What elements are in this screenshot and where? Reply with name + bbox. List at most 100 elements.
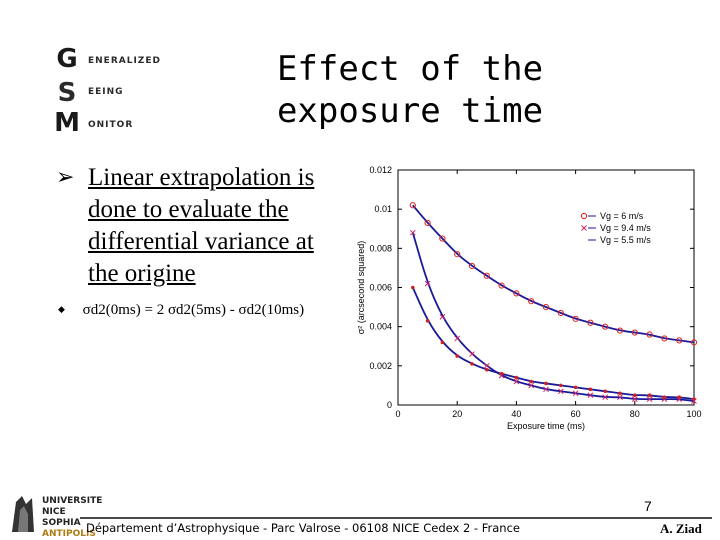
legend-label: Vg = 6 m/s (600, 211, 644, 221)
gsm-letter-m: M (54, 108, 80, 138)
legend-label: Vg = 9.4 m/s (600, 223, 651, 233)
gsm-letter-g: G (56, 44, 78, 74)
data-point-circle (690, 339, 698, 346)
data-point-circle (454, 251, 461, 258)
data-point-dot (470, 362, 474, 366)
chart-svg: 0 0.002 0.004 0.006 0.008 0.01 0.012 0 20 40 60 80 1… (356, 165, 702, 431)
data-point-circle (631, 329, 638, 336)
data-point-circle (439, 235, 446, 242)
data-point-dot (692, 397, 696, 401)
bullet-sub-text: σd2(0ms) = 2 σd2(5ms) - σd2(10ms) (82, 302, 305, 318)
univ-line-1: UNIVERSITE (42, 496, 103, 506)
legend-marker (581, 225, 587, 231)
data-point-dot (529, 379, 533, 384)
fit-curve (411, 232, 695, 402)
y-tick-label: 0.004 (369, 322, 392, 332)
gsm-word-seeing: EEING (88, 87, 124, 97)
data-point-circle (602, 323, 609, 330)
slide-title: Effect of the exposure time (276, 49, 544, 131)
data-point-circle (542, 303, 550, 311)
univ-line-4: ANTIPOLIS (42, 529, 96, 539)
data-point-dot (633, 393, 637, 398)
fit-curve (411, 287, 695, 401)
x-tick-label: 0 (395, 409, 400, 419)
data-point-x (469, 351, 475, 357)
data-point-circle (676, 337, 683, 344)
data-point-dot (455, 354, 459, 358)
bullet-main: ➢ Linear extrapolation is done to evalua… (56, 162, 350, 290)
univ-line-3: SOPHIA (42, 518, 81, 528)
data-point-x (602, 394, 609, 401)
data-point-circle (661, 335, 668, 342)
data-point-x (617, 394, 623, 401)
data-point-dot (677, 395, 681, 399)
data-point-dot (647, 393, 652, 398)
data-point-dot (618, 391, 622, 396)
y-tick-label: 0.008 (369, 243, 392, 253)
data-point-x (483, 362, 490, 369)
y-tick-label: 0 (387, 400, 392, 410)
bullet-main-text: Linear extrapolation is done to evaluate… (88, 164, 315, 287)
gsm-word-monitor: ONITOR (88, 120, 134, 130)
data-point-circle (587, 319, 594, 326)
plot-area (397, 169, 695, 406)
data-point-circle (498, 282, 505, 289)
x-tick-label: 40 (511, 409, 521, 419)
data-point-circle (528, 298, 535, 305)
data-point-x (631, 396, 638, 402)
x-tick-label: 80 (630, 409, 640, 419)
univ-line-2: NICE (42, 507, 66, 517)
fit-curve (412, 204, 695, 344)
data-point-dot (573, 385, 578, 390)
data-point-circle (557, 309, 564, 317)
data-point-dot (411, 285, 415, 290)
data-point-circle (424, 219, 431, 226)
data-point-x (646, 396, 653, 402)
data-point-circle (572, 315, 579, 322)
data-point-dot (514, 375, 519, 380)
university-logo: UNIVERSITE NICE SOPHIA ANTIPOLIS (2, 490, 102, 540)
footer-divider (80, 517, 712, 519)
data-point-dot (559, 383, 563, 388)
x-tick-label: 20 (452, 409, 462, 419)
legend-marker (580, 212, 588, 220)
exposure-chart: 0 0.002 0.004 0.006 0.008 0.01 0.012 0 20 40 60 80 1… (340, 160, 710, 440)
data-point-circle (483, 272, 490, 279)
page-number: 7 (644, 498, 652, 514)
data-point-x (528, 382, 535, 389)
data-point-dot (544, 381, 548, 386)
data-point-x (543, 386, 549, 393)
gsm-letter-s: S (57, 78, 77, 108)
data-point-x (557, 388, 564, 395)
legend-box (548, 208, 688, 252)
data-point-dot (425, 318, 430, 323)
legend-label: Vg = 5.5 m/s (600, 235, 651, 245)
data-point-circle (513, 290, 520, 297)
y-tick-label: 0.006 (369, 283, 392, 293)
data-point-circle (409, 202, 416, 209)
footer-address: Département d’Astrophysique - Parc Valro… (86, 521, 520, 535)
data-point-x (587, 392, 594, 399)
data-point-circle (468, 262, 476, 270)
x-axis-label: Exposure time (ms) (507, 421, 585, 431)
data-point-dot (662, 395, 667, 399)
footer-author: A. Ziad (660, 521, 702, 536)
data-point-x (409, 229, 416, 236)
data-point-x (439, 314, 446, 320)
data-point-dot (440, 340, 445, 345)
data-point-circle (646, 331, 653, 338)
gsm-logo: G ENERALIZED S EEING M ONITOR (50, 44, 165, 140)
gsm-word-generalized: ENERALIZED (88, 56, 161, 66)
data-point-dot (603, 389, 607, 394)
data-point-x (513, 378, 520, 385)
y-axis-label: σ² (arcsecond squared) (356, 241, 366, 335)
data-point-dot (499, 371, 504, 376)
x-tick-label: 60 (571, 409, 581, 419)
data-point-x (572, 390, 579, 397)
data-point-dot (588, 387, 593, 392)
y-tick-label: 0.01 (374, 204, 392, 214)
bullet-sub: ◆ σd2(0ms) = 2 σd2(5ms) - σd2(10ms) (58, 300, 304, 322)
data-point-x (424, 280, 431, 287)
data-point-circle (616, 327, 624, 334)
y-tick-label: 0.002 (369, 361, 392, 371)
